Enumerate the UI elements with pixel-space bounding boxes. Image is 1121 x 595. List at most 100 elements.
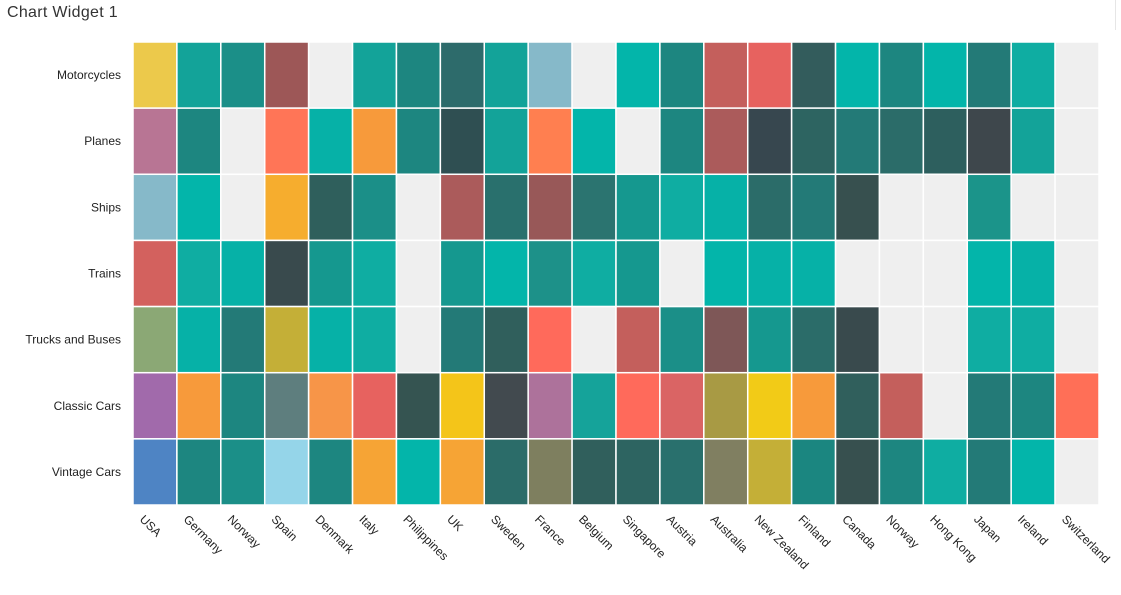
heatmap-cell-vintage-cars-denmark-4[interactable] — [307, 438, 354, 506]
heatmap-cell-planes-ireland-20[interactable] — [1010, 107, 1056, 176]
heatmap-cell-trucks-and-buses-ireland-20[interactable] — [1010, 305, 1056, 374]
heatmap-cell-planes-singapore-11[interactable] — [615, 107, 661, 176]
heatmap-cell-classic-cars-germany-1[interactable] — [176, 371, 222, 440]
heatmap-cell-vintage-cars-ireland-20[interactable] — [1010, 438, 1056, 506]
heatmap-cell-trucks-and-buses-uk-7[interactable] — [439, 305, 486, 374]
heatmap-cell-classic-cars-hong-kong-18[interactable] — [922, 371, 969, 440]
heatmap-cell-classic-cars-denmark-4[interactable] — [307, 371, 354, 440]
heatmap-cell-motorcycles-new-zealand-14[interactable] — [746, 41, 793, 109]
heatmap-cell-vintage-cars-switzerland-21[interactable] — [1054, 438, 1100, 506]
heatmap-cell-ships-australia-13[interactable] — [703, 173, 749, 242]
heatmap-cell-motorcycles-austria-12[interactable] — [659, 41, 705, 109]
heatmap-cell-classic-cars-new-zealand-14[interactable] — [746, 371, 793, 440]
heatmap-cell-trains-spain-3[interactable] — [263, 239, 310, 308]
heatmap-cell-planes-italy-5[interactable] — [351, 107, 398, 176]
heatmap-cell-classic-cars-philippines-6[interactable] — [395, 371, 442, 440]
heatmap-cell-classic-cars-norway-2[interactable] — [220, 371, 266, 440]
heatmap-cell-trains-ireland-20[interactable] — [1010, 239, 1056, 308]
heatmap-cell-trains-canada-16[interactable] — [834, 239, 881, 308]
heatmap-cell-trains-usa-0[interactable] — [132, 239, 178, 308]
heatmap-cell-trains-uk-7[interactable] — [439, 239, 486, 308]
heatmap-cell-planes-japan-19[interactable] — [966, 107, 1012, 176]
heatmap-cell-vintage-cars-singapore-11[interactable] — [615, 438, 661, 506]
heatmap-cell-trucks-and-buses-denmark-4[interactable] — [307, 305, 354, 374]
heatmap-cell-ships-finland-15[interactable] — [790, 173, 837, 242]
heatmap-cell-classic-cars-finland-15[interactable] — [790, 371, 837, 440]
heatmap-cell-planes-new-zealand-14[interactable] — [746, 107, 793, 176]
heatmap-cell-planes-spain-3[interactable] — [263, 107, 310, 176]
heatmap-cell-planes-austria-12[interactable] — [659, 107, 705, 176]
heatmap-cell-classic-cars-austria-12[interactable] — [659, 371, 705, 440]
heatmap-cell-trains-japan-19[interactable] — [966, 239, 1012, 308]
heatmap-cell-classic-cars-japan-19[interactable] — [966, 371, 1012, 440]
heatmap-cell-trucks-and-buses-australia-13[interactable] — [703, 305, 749, 374]
heatmap-cell-planes-sweden-8[interactable] — [483, 107, 529, 176]
heatmap-cell-vintage-cars-finland-15[interactable] — [790, 438, 837, 506]
heatmap-cell-planes-france-9[interactable] — [527, 107, 573, 176]
heatmap-cell-trucks-and-buses-new-zealand-14[interactable] — [746, 305, 793, 374]
heatmap-cell-ships-philippines-6[interactable] — [395, 173, 442, 242]
heatmap-cell-classic-cars-ireland-20[interactable] — [1010, 371, 1056, 440]
heatmap-cell-vintage-cars-japan-19[interactable] — [966, 438, 1012, 506]
heatmap-cell-trucks-and-buses-austria-12[interactable] — [659, 305, 705, 374]
heatmap-cell-planes-denmark-4[interactable] — [307, 107, 354, 176]
heatmap-cell-classic-cars-norway-17[interactable] — [878, 371, 925, 440]
heatmap-cell-motorcycles-germany-1[interactable] — [176, 41, 222, 109]
heatmap-cell-trucks-and-buses-norway-2[interactable] — [220, 305, 266, 374]
heatmap-cell-trains-denmark-4[interactable] — [307, 239, 354, 308]
heatmap-cell-ships-norway-2[interactable] — [220, 173, 266, 242]
heatmap-cell-ships-germany-1[interactable] — [176, 173, 222, 242]
heatmap-cell-trucks-and-buses-usa-0[interactable] — [132, 305, 178, 374]
heatmap-cell-planes-germany-1[interactable] — [176, 107, 222, 176]
heatmap-cell-motorcycles-france-9[interactable] — [527, 41, 573, 109]
heatmap-cell-trains-australia-13[interactable] — [703, 239, 749, 308]
heatmap-cell-classic-cars-switzerland-21[interactable] — [1054, 371, 1100, 440]
heatmap-cell-planes-usa-0[interactable] — [132, 107, 178, 176]
heatmap-cell-motorcycles-canada-16[interactable] — [834, 41, 881, 109]
heatmap-cell-motorcycles-finland-15[interactable] — [790, 41, 837, 109]
heatmap-cell-vintage-cars-germany-1[interactable] — [176, 438, 222, 506]
heatmap-cell-motorcycles-hong-kong-18[interactable] — [922, 41, 969, 109]
heatmap-cell-vintage-cars-philippines-6[interactable] — [395, 438, 442, 506]
heatmap-cell-planes-belgium-10[interactable] — [571, 107, 617, 176]
heatmap-cell-trains-finland-15[interactable] — [790, 239, 837, 308]
heatmap-cell-trucks-and-buses-philippines-6[interactable] — [395, 305, 442, 374]
heatmap-cell-trains-singapore-11[interactable] — [615, 239, 661, 308]
heatmap-cell-vintage-cars-new-zealand-14[interactable] — [746, 438, 793, 506]
heatmap-cell-motorcycles-singapore-11[interactable] — [615, 41, 661, 109]
heatmap-cell-trains-italy-5[interactable] — [351, 239, 398, 308]
heatmap-cell-planes-switzerland-21[interactable] — [1054, 107, 1100, 176]
heatmap-cell-vintage-cars-australia-13[interactable] — [703, 438, 749, 506]
heatmap-cell-vintage-cars-belgium-10[interactable] — [571, 438, 617, 506]
heatmap-cell-trains-sweden-8[interactable] — [483, 239, 529, 308]
heatmap-cell-classic-cars-belgium-10[interactable] — [571, 371, 617, 440]
heatmap-cell-trains-germany-1[interactable] — [176, 239, 222, 308]
heatmap-cell-vintage-cars-norway-17[interactable] — [878, 438, 925, 506]
heatmap-cell-planes-canada-16[interactable] — [834, 107, 881, 176]
heatmap-cell-trucks-and-buses-japan-19[interactable] — [966, 305, 1012, 374]
heatmap-cell-motorcycles-australia-13[interactable] — [703, 41, 749, 109]
heatmap-cell-trains-norway-17[interactable] — [878, 239, 925, 308]
heatmap-cell-trains-hong-kong-18[interactable] — [922, 239, 969, 308]
heatmap-cell-trucks-and-buses-hong-kong-18[interactable] — [922, 305, 969, 374]
heatmap-cell-trucks-and-buses-france-9[interactable] — [527, 305, 573, 374]
heatmap-cell-trucks-and-buses-italy-5[interactable] — [351, 305, 398, 374]
heatmap-cell-motorcycles-spain-3[interactable] — [263, 41, 310, 109]
heatmap-cell-vintage-cars-usa-0[interactable] — [132, 438, 178, 506]
heatmap-cell-classic-cars-france-9[interactable] — [527, 371, 573, 440]
heatmap-cell-classic-cars-usa-0[interactable] — [132, 371, 178, 440]
heatmap-cell-ships-uk-7[interactable] — [439, 173, 486, 242]
heatmap-cell-trains-france-9[interactable] — [527, 239, 573, 308]
heatmap-cell-ships-usa-0[interactable] — [132, 173, 178, 242]
heatmap-cell-ships-austria-12[interactable] — [659, 173, 705, 242]
heatmap-cell-trucks-and-buses-spain-3[interactable] — [263, 305, 310, 374]
heatmap-cell-vintage-cars-hong-kong-18[interactable] — [922, 438, 969, 506]
heatmap-cell-vintage-cars-spain-3[interactable] — [263, 438, 310, 506]
heatmap-cell-motorcycles-philippines-6[interactable] — [395, 41, 442, 109]
heatmap-cell-ships-sweden-8[interactable] — [483, 173, 529, 242]
heatmap-cell-ships-italy-5[interactable] — [351, 173, 398, 242]
heatmap-cell-motorcycles-japan-19[interactable] — [966, 41, 1012, 109]
heatmap-cell-classic-cars-italy-5[interactable] — [351, 371, 398, 440]
heatmap-cell-vintage-cars-austria-12[interactable] — [659, 438, 705, 506]
heatmap-cell-planes-norway-2[interactable] — [220, 107, 266, 176]
